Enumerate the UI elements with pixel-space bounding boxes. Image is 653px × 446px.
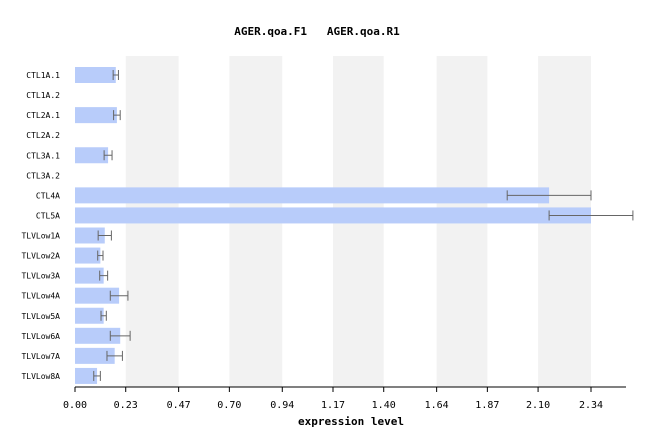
x-axis-label: expression level — [298, 415, 404, 428]
category-label: TLVLow4A — [21, 292, 60, 301]
bar — [75, 347, 115, 364]
category-label: TLVLow3A — [21, 272, 60, 281]
x-tick-label: 0.00 — [63, 400, 87, 411]
category-label: TLVLow7A — [21, 352, 60, 361]
bar — [75, 207, 591, 224]
category-label: CTL3A.2 — [26, 171, 60, 180]
x-tick-label: 0.70 — [217, 400, 241, 411]
category-label: TLVLow8A — [21, 372, 60, 381]
category-label: CTL1A.1 — [26, 71, 60, 80]
x-tick-label: 1.64 — [425, 400, 449, 411]
x-tick-label: 0.23 — [114, 400, 138, 411]
x-tick-label: 1.87 — [475, 400, 499, 411]
x-tick-label: 0.94 — [270, 400, 294, 411]
error-bars — [93, 70, 634, 381]
category-label: CTL1A.2 — [26, 91, 60, 100]
bar — [75, 227, 105, 244]
bars — [75, 67, 591, 384]
chart-title: AGER.qoa.F1 AGER.qoa.R1 — [234, 25, 400, 38]
bar — [75, 107, 117, 124]
x-tick-label: 2.10 — [526, 400, 550, 411]
x-tick-label: 0.47 — [167, 400, 191, 411]
x-tick-label: 1.17 — [321, 400, 345, 411]
category-labels: CTL1A.1 CTL1A.2 CTL2A.1 CTL2A.2 CTL3A.1 CTL3A… — [21, 71, 60, 381]
category-label: TLVLow5A — [21, 312, 60, 321]
category-label: CTL4A — [36, 191, 60, 200]
bar — [75, 267, 104, 284]
bar — [75, 247, 101, 264]
bar — [75, 327, 121, 344]
x-axis: 0.00 0.23 0.47 0.70 0.94 1.17 1.40 1.64 1.87 2.10… — [63, 386, 626, 411]
bar — [75, 67, 116, 83]
category-label: CTL5A — [36, 211, 60, 220]
category-label: TLVLow2A — [21, 252, 60, 261]
bar — [75, 147, 109, 164]
category-label: CTL2A.1 — [26, 111, 60, 120]
x-tick-label: 1.40 — [372, 400, 396, 411]
x-tick-label: 2.34 — [579, 400, 603, 411]
category-label: CTL2A.2 — [26, 131, 60, 140]
category-label: TLVLow6A — [21, 332, 60, 341]
bar — [75, 307, 104, 324]
bar — [75, 287, 120, 304]
bar — [75, 187, 550, 204]
category-label: TLVLow1A — [21, 232, 60, 241]
bar — [75, 367, 98, 384]
category-label: CTL3A.1 — [26, 151, 60, 160]
